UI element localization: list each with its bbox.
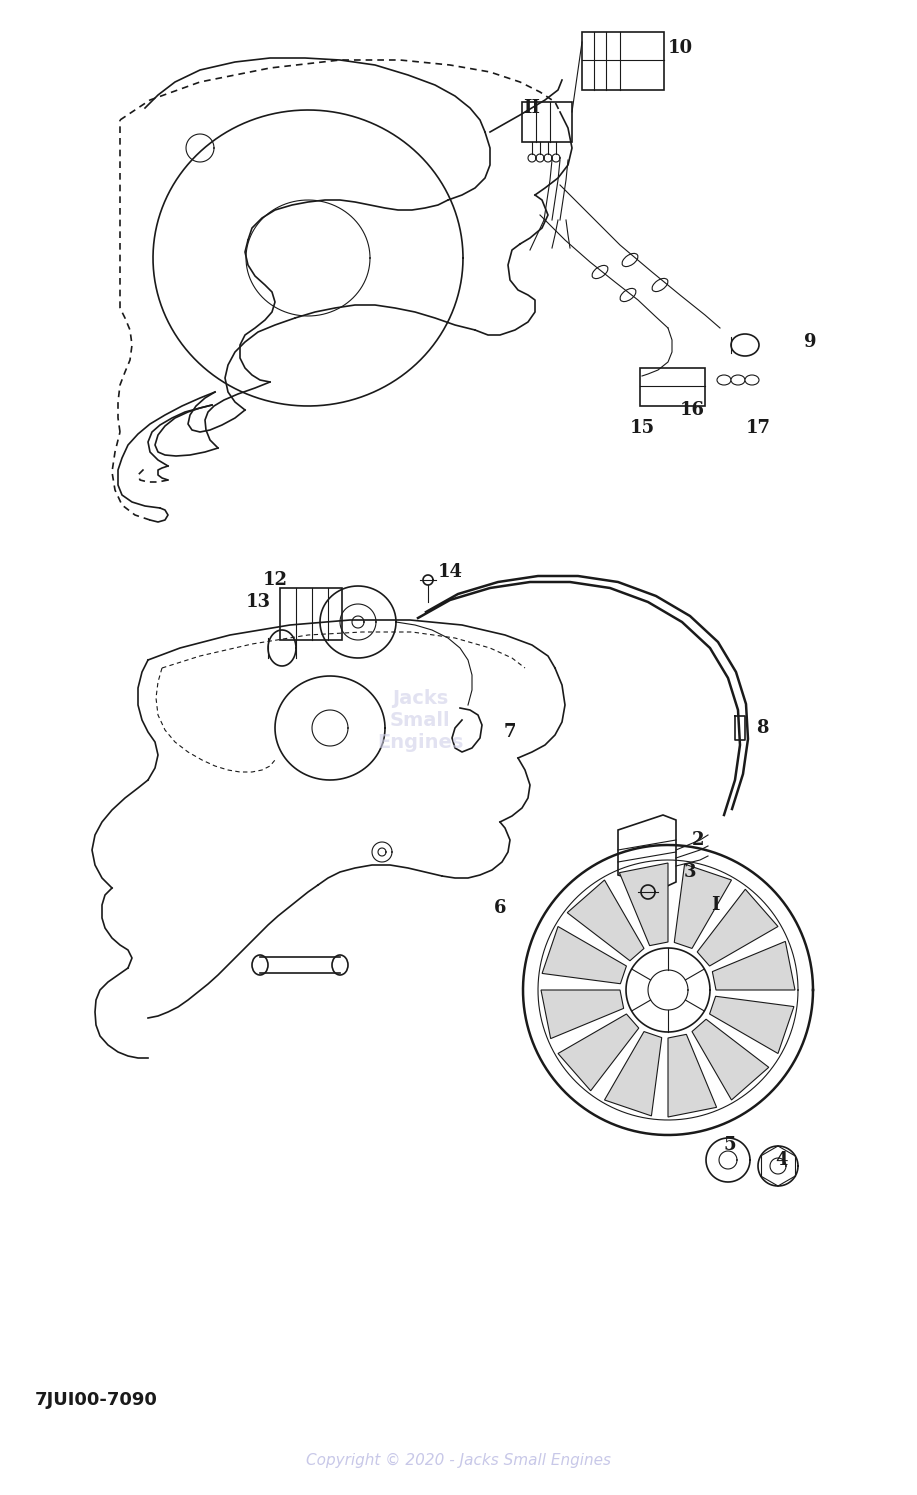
Bar: [280, 588, 342, 640]
Polygon shape: [697, 890, 778, 966]
Polygon shape: [568, 881, 644, 961]
Text: 9: 9: [803, 333, 816, 351]
Polygon shape: [558, 1014, 639, 1091]
Text: 2: 2: [691, 831, 704, 849]
Ellipse shape: [717, 375, 731, 386]
Text: II: II: [524, 99, 540, 117]
Text: 14: 14: [437, 564, 462, 582]
Ellipse shape: [652, 278, 668, 292]
Text: 7: 7: [503, 724, 516, 742]
Bar: [582, 31, 664, 90]
Text: 12: 12: [262, 571, 288, 589]
Text: 15: 15: [629, 419, 655, 437]
Bar: [522, 102, 572, 142]
Ellipse shape: [731, 333, 759, 356]
Text: 5: 5: [724, 1136, 736, 1154]
Text: Jacks
Small
Engines: Jacks Small Engines: [377, 689, 463, 752]
Bar: [640, 368, 705, 407]
Ellipse shape: [745, 375, 759, 386]
Ellipse shape: [731, 375, 745, 386]
Ellipse shape: [622, 254, 638, 266]
Text: 4: 4: [776, 1151, 789, 1169]
Ellipse shape: [620, 289, 635, 302]
Polygon shape: [713, 942, 795, 990]
Polygon shape: [674, 864, 732, 948]
Text: 10: 10: [668, 39, 692, 57]
Text: 6: 6: [493, 898, 506, 916]
Polygon shape: [541, 990, 624, 1039]
Polygon shape: [668, 1035, 716, 1117]
Ellipse shape: [252, 955, 268, 975]
Polygon shape: [542, 927, 626, 984]
Text: 16: 16: [679, 401, 704, 419]
Polygon shape: [618, 815, 676, 888]
Text: I: I: [711, 896, 719, 913]
Text: 3: 3: [684, 863, 696, 881]
Polygon shape: [619, 863, 668, 946]
Text: 17: 17: [746, 419, 770, 437]
Polygon shape: [692, 1020, 768, 1100]
Ellipse shape: [332, 955, 348, 975]
Ellipse shape: [592, 266, 608, 278]
Polygon shape: [604, 1032, 662, 1115]
Text: 7JUI00-7090: 7JUI00-7090: [35, 1390, 158, 1408]
Text: 13: 13: [246, 594, 271, 611]
Text: 8: 8: [756, 719, 768, 737]
Text: Copyright © 2020 - Jacks Small Engines: Copyright © 2020 - Jacks Small Engines: [305, 1453, 611, 1468]
Polygon shape: [710, 996, 794, 1054]
